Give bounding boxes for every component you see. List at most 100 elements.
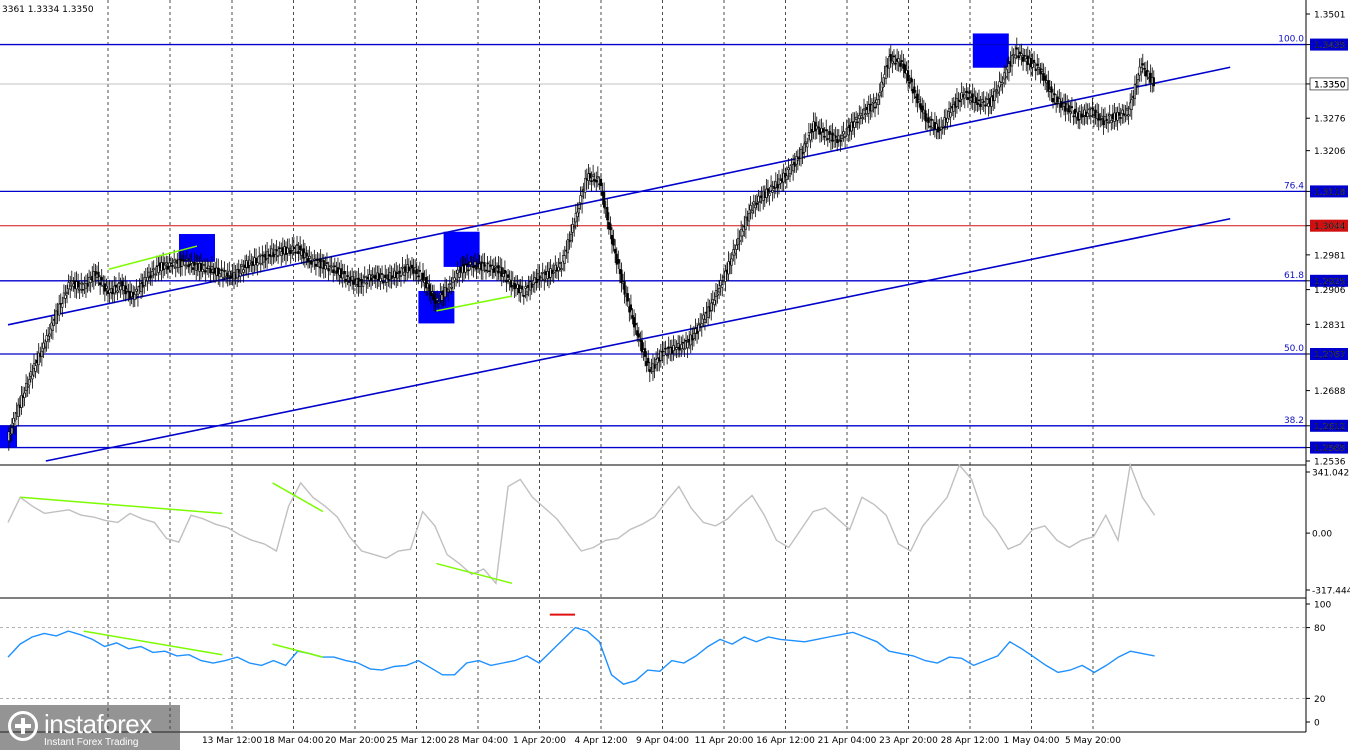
candle-body — [180, 260, 184, 267]
candle-body — [530, 283, 533, 288]
candle-body — [1036, 63, 1039, 66]
candle-body — [828, 131, 831, 135]
candle-body — [758, 200, 762, 203]
candle-body — [752, 201, 755, 205]
candle-body — [1141, 63, 1144, 66]
price-panel[interactable]: 100.0 76.4 61.8 50.0 38.2 — [0, 33, 1306, 462]
candle-body — [782, 172, 785, 183]
candle-body — [218, 273, 221, 278]
candle-body — [1097, 113, 1100, 121]
candle-body — [632, 317, 636, 328]
candle-body — [525, 291, 529, 296]
candle-body — [573, 226, 576, 229]
candle-body — [310, 261, 313, 265]
time-tick-label: 5 May 20:00 — [1065, 736, 1121, 746]
candle-body — [976, 102, 979, 105]
highlight-box — [179, 234, 215, 262]
candle-body — [1108, 114, 1111, 117]
candle-body — [744, 216, 747, 230]
candle-body — [785, 175, 788, 180]
candle-body — [34, 365, 37, 372]
candle-body — [398, 270, 401, 274]
candle-body — [78, 288, 81, 291]
candle-body — [606, 206, 609, 221]
candle-body — [316, 258, 319, 261]
candle-body — [985, 98, 988, 100]
candle-body — [1143, 68, 1146, 70]
candle-body — [766, 188, 770, 193]
candle-body — [169, 262, 173, 265]
candle-body — [825, 129, 828, 132]
candle-body — [907, 70, 910, 82]
candle-body — [724, 270, 727, 282]
candle-body — [629, 304, 633, 311]
candle-body — [941, 126, 944, 129]
time-axis: 13 Mar 12:00 18 Mar 04:00 20 Mar 20:00 25 M… — [202, 736, 1121, 746]
candle-body — [184, 264, 187, 267]
vertical-grid — [0, 0, 1306, 732]
candle-body — [360, 278, 363, 285]
candle-body — [1003, 72, 1006, 80]
candle-body — [603, 192, 606, 208]
candle-body — [990, 96, 993, 107]
candle-body — [1122, 113, 1125, 116]
candle-body — [486, 262, 489, 265]
candle-body — [42, 342, 45, 349]
candle-body — [28, 379, 31, 386]
candle-body — [894, 62, 897, 65]
time-tick-label: 11 Apr 20:00 — [695, 736, 754, 746]
candle-body — [289, 250, 292, 254]
candle-body — [617, 258, 620, 264]
candle-body — [1102, 118, 1105, 125]
candle-body — [61, 303, 64, 308]
candle-body — [571, 224, 574, 233]
price-tick-label: 1.2536 — [1314, 458, 1346, 468]
candle-body — [714, 290, 718, 297]
candle-body — [47, 335, 50, 341]
candle-body — [171, 265, 174, 267]
candle-body — [1152, 77, 1155, 87]
candle-body — [135, 288, 138, 292]
candle-body — [927, 117, 930, 123]
candle-body — [136, 293, 140, 297]
trend-channel-line — [7, 66, 1231, 326]
candle-body — [540, 277, 543, 281]
candle-body — [10, 427, 14, 435]
candle-body — [577, 208, 581, 214]
stochastic-panel[interactable] — [7, 613, 1155, 685]
candle-body — [1007, 63, 1011, 73]
candle-body — [826, 138, 829, 140]
candle-body — [1055, 102, 1058, 105]
candle-body — [1127, 114, 1130, 117]
candle-body — [236, 269, 239, 279]
price-tag — [1310, 347, 1348, 360]
candle-body — [385, 278, 388, 283]
candle-body — [67, 282, 70, 290]
candle-body — [1020, 53, 1023, 56]
price-tick-label: 1.2831 — [1314, 321, 1346, 331]
candle-body — [519, 288, 522, 293]
candle-body — [718, 288, 721, 293]
candle-body — [596, 176, 599, 179]
divergence-line — [272, 643, 324, 658]
candle-body — [839, 139, 842, 142]
cci-panel[interactable] — [7, 462, 1156, 585]
candle-body — [977, 99, 981, 102]
candle-body — [168, 262, 171, 267]
candle-body — [432, 294, 436, 302]
candle-body — [730, 258, 733, 266]
candle-body — [947, 108, 951, 112]
candle-body — [884, 66, 888, 79]
candle-body — [968, 91, 971, 94]
candle-body — [70, 280, 73, 283]
candle-body — [840, 134, 844, 139]
candle-body — [982, 100, 985, 103]
candle-body — [738, 240, 741, 242]
candle-body — [147, 271, 151, 277]
candle-body — [273, 249, 277, 255]
candle-body — [511, 280, 514, 286]
candle-body — [521, 285, 524, 290]
candle-body — [796, 158, 799, 161]
time-tick-label: 16 Apr 12:00 — [756, 736, 815, 746]
